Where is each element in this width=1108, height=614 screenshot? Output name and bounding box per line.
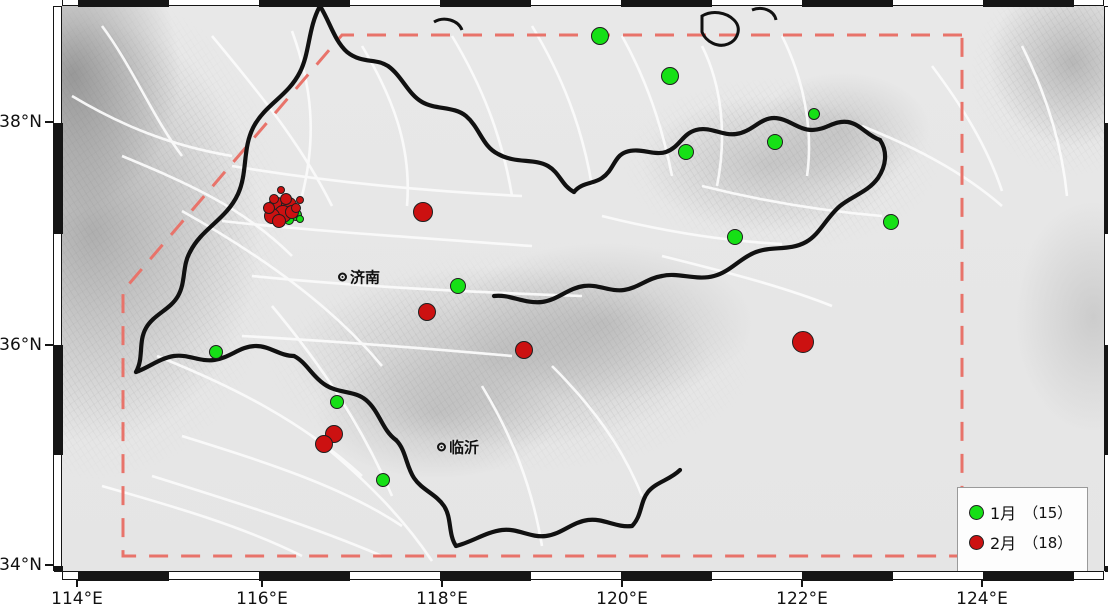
earthquake-point-jan: [767, 134, 783, 150]
x-axis-tick: [441, 580, 443, 587]
earthquake-point-jan: [727, 229, 743, 245]
earthquake-point-feb: [792, 331, 814, 353]
x-axis-tick: [621, 580, 623, 587]
city-name: 济南: [350, 268, 381, 287]
earthquake-point-jan: [209, 345, 223, 359]
axis-band-bottom: [62, 571, 1104, 581]
legend-entry-jan: 1月 （15）: [969, 497, 1087, 527]
axis-segment: [54, 566, 63, 572]
earthquake-point-jan: [450, 278, 466, 294]
y-axis-tick: [45, 564, 53, 566]
y-axis-tick-label: 34°N: [0, 555, 42, 575]
axis-segment: [1105, 123, 1108, 234]
axis-band-right: [1104, 6, 1108, 572]
coastal-islands: [433, 6, 778, 47]
legend-label-jan: 1月: [990, 504, 1017, 523]
earthquake-point-feb: [280, 193, 292, 205]
axis-segment: [440, 0, 531, 7]
city-name: 临沂: [449, 438, 480, 457]
y-axis-tick: [45, 121, 53, 123]
x-axis-tick-label: 116°E: [236, 589, 288, 609]
earthquake-point-jan: [296, 215, 304, 223]
x-axis-tick-label: 122°E: [776, 589, 828, 609]
axis-segment: [621, 0, 712, 7]
axis-segment: [802, 572, 893, 581]
terrain-relief-layer: [62, 6, 1104, 571]
study-area-boundary: [121, 33, 964, 558]
map-vector-overlay: [71, 6, 1069, 562]
axis-segment: [983, 572, 1074, 581]
city-marker-icon: [338, 272, 347, 282]
x-axis-tick: [981, 580, 983, 587]
axis-segment: [54, 123, 63, 234]
axis-segment: [1105, 344, 1108, 456]
earthquake-point-feb: [277, 186, 285, 194]
x-axis-tick: [76, 580, 78, 587]
earthquake-point-feb: [413, 202, 433, 222]
axis-segment: [440, 572, 531, 581]
city-label: 济南: [338, 267, 380, 288]
river-network: [71, 25, 1069, 562]
city-label: 临沂: [437, 437, 479, 458]
axis-segment: [259, 572, 350, 581]
earthquake-point-jan: [808, 108, 820, 120]
x-axis-tick: [801, 580, 803, 587]
x-axis-tick-label: 114°E: [51, 589, 103, 609]
earthquake-point-jan: [678, 144, 694, 160]
earthquake-point-jan: [661, 67, 679, 85]
earthquake-point-feb: [272, 214, 286, 228]
axis-segment: [802, 0, 893, 7]
axis-segment: [259, 0, 350, 7]
axis-segment: [1105, 566, 1108, 572]
y-axis-tick: [45, 344, 53, 346]
earthquake-point-feb: [291, 203, 301, 213]
earthquake-point-feb: [418, 303, 436, 321]
legend-swatch-jan-icon: [969, 504, 984, 520]
earthquake-point-jan: [376, 473, 390, 487]
earthquake-point-feb: [296, 196, 304, 204]
legend-entry-feb: 2月 （18）: [969, 527, 1087, 557]
earthquake-point-feb: [269, 194, 279, 204]
axis-segment: [78, 572, 169, 581]
x-axis-tick-label: 124°E: [956, 589, 1008, 609]
city-marker-icon: [437, 442, 446, 452]
legend-label-feb: 2月: [990, 534, 1017, 553]
legend-swatch-feb-icon: [969, 534, 984, 550]
legend-count-feb: （18）: [1023, 533, 1073, 552]
earthquake-point-jan: [330, 395, 344, 409]
axis-band-top: [62, 0, 1104, 7]
y-axis-tick-label: 38°N: [0, 112, 42, 132]
earthquake-point-jan: [591, 27, 609, 45]
axis-segment: [54, 344, 63, 456]
legend-box: 1月 （15） 2月 （18）: [957, 487, 1088, 579]
map-canvas: 济南临沂: [62, 6, 1104, 571]
province-boundary: [133, 6, 888, 549]
axis-segment: [983, 0, 1074, 7]
x-axis-tick-label: 118°E: [416, 589, 468, 609]
earthquake-point-feb: [263, 202, 275, 214]
earthquake-point-jan: [883, 214, 899, 230]
y-axis-tick-label: 36°N: [0, 335, 42, 355]
terrain-texture-layer: [62, 6, 1104, 571]
axis-segment: [621, 572, 712, 581]
x-axis-tick-label: 120°E: [596, 589, 648, 609]
x-axis-tick: [261, 580, 263, 587]
axis-segment: [78, 0, 169, 7]
earthquake-point-feb: [515, 341, 533, 359]
earthquake-point-feb: [315, 435, 333, 453]
axis-band-left: [53, 6, 63, 572]
legend-count-jan: （15）: [1023, 503, 1073, 522]
